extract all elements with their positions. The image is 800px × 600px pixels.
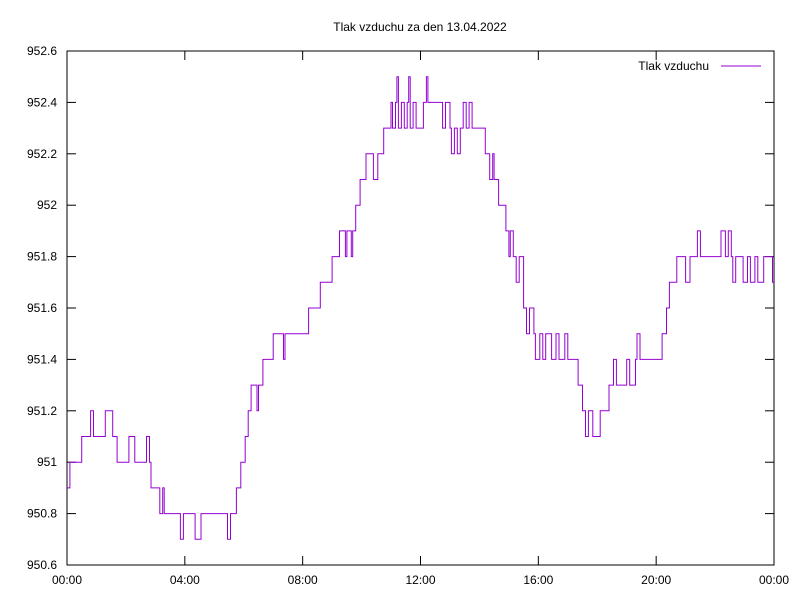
- x-tick-label: 16:00: [523, 573, 553, 587]
- x-tick-label: 12:00: [405, 573, 435, 587]
- series-line: [67, 76, 774, 540]
- y-tick-label: 951.4: [27, 352, 57, 366]
- x-tick-label: 04:00: [170, 573, 200, 587]
- x-tick-label: 00:00: [759, 573, 789, 587]
- x-tick-label: 20:00: [641, 573, 671, 587]
- y-tick-label: 952: [37, 198, 57, 212]
- y-tick-label: 952.2: [27, 147, 57, 161]
- x-axis: 00:00 04:00 08:00 12:00 16:00 20:00 00:00: [52, 51, 789, 587]
- y-tick-label: 950.6: [27, 558, 57, 572]
- y-tick-label: 951.2: [27, 404, 57, 418]
- y-tick-label: 951.8: [27, 250, 57, 264]
- x-tick-label: 00:00: [52, 573, 82, 587]
- y-tick-label: 952.6: [27, 44, 57, 58]
- series-layer: [67, 76, 774, 540]
- y-tick-label: 950.8: [27, 507, 57, 521]
- y-tick-label: 952.4: [27, 95, 57, 109]
- y-tick-label: 951: [37, 455, 57, 469]
- x-tick-label: 08:00: [288, 573, 318, 587]
- legend: Tlak vzduchu: [638, 59, 761, 73]
- y-axis: 950.6 950.8 951 951.2 951.4 951.6 951.8 952 952.…: [27, 44, 774, 572]
- y-tick-label: 951.6: [27, 301, 57, 315]
- legend-label: Tlak vzduchu: [638, 59, 709, 73]
- chart-title: Tlak vzduchu za den 13.04.2022: [333, 20, 507, 34]
